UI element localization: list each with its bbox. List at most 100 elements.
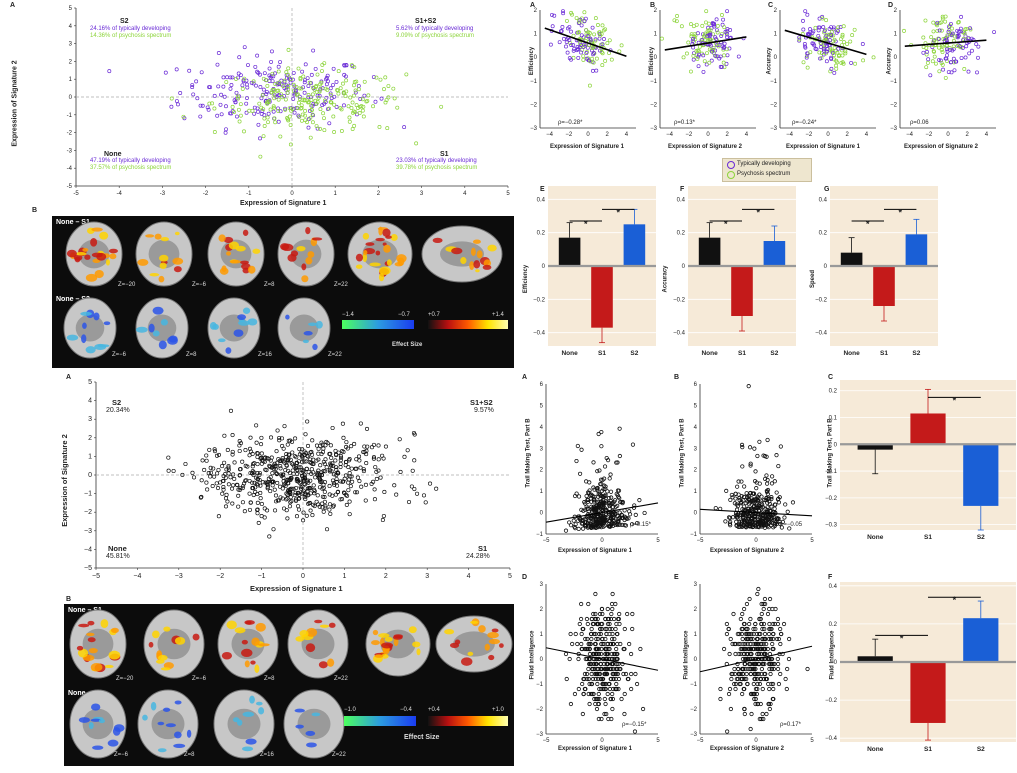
activation-blob — [158, 340, 167, 350]
data-point — [956, 20, 961, 25]
activation-blob — [87, 620, 95, 626]
data-point — [602, 37, 606, 41]
activation-blob — [369, 262, 381, 267]
data-point — [327, 467, 332, 473]
data-point — [335, 471, 340, 476]
data-point — [599, 444, 604, 449]
data-point — [357, 479, 362, 484]
data-point — [610, 706, 615, 712]
data-point — [691, 53, 696, 58]
activation-blob — [301, 275, 309, 283]
activation-blob — [90, 718, 102, 722]
data-point — [764, 510, 769, 515]
data-point — [736, 492, 741, 497]
data-point — [248, 500, 253, 505]
tick-label: 0.4 — [537, 197, 546, 203]
data-point — [305, 443, 311, 449]
brain-inner — [231, 628, 265, 660]
data-point — [781, 621, 787, 627]
data-point — [612, 616, 617, 622]
brain-slice — [287, 609, 349, 679]
data-point — [295, 477, 300, 482]
data-point — [301, 510, 306, 515]
data-point — [609, 601, 615, 607]
data-point — [603, 681, 609, 687]
data-point — [771, 666, 776, 672]
data-point — [296, 507, 302, 512]
ps-point — [404, 72, 409, 77]
data-point — [301, 469, 306, 474]
data-point — [323, 505, 328, 510]
data-point — [331, 480, 336, 486]
ps-point — [299, 105, 304, 110]
data-point — [409, 484, 414, 489]
data-point — [765, 437, 770, 443]
data-point — [610, 696, 616, 702]
bar — [623, 224, 646, 266]
data-point — [753, 646, 759, 652]
ps-point — [303, 113, 307, 118]
data-point — [779, 525, 784, 530]
data-point — [199, 478, 204, 483]
data-point — [688, 69, 693, 74]
positive-colorbar — [428, 716, 508, 726]
activation-blob — [396, 254, 407, 263]
data-point — [598, 631, 604, 637]
data-point — [383, 444, 388, 449]
data-point — [948, 21, 953, 26]
data-point — [240, 500, 245, 505]
data-point — [576, 686, 581, 692]
activation-blob — [315, 320, 323, 329]
data-point — [742, 606, 747, 612]
ps-point — [384, 98, 389, 102]
activation-blob — [314, 619, 323, 624]
data-point — [614, 681, 619, 687]
ps-point — [302, 98, 307, 103]
data-point — [591, 507, 596, 512]
data-point — [372, 497, 377, 502]
data-point — [608, 641, 613, 647]
data-point — [831, 25, 836, 30]
data-point — [609, 511, 614, 516]
brain-inner — [227, 708, 261, 740]
data-point — [579, 507, 584, 512]
data-point — [330, 478, 336, 483]
data-point — [607, 519, 612, 524]
data-point — [738, 616, 743, 622]
data-point — [711, 48, 716, 53]
tick-label: 3 — [540, 582, 544, 588]
data-point — [748, 636, 754, 642]
brain-slices — [69, 609, 513, 759]
panel-label: E — [540, 186, 545, 193]
data-point — [762, 596, 768, 602]
data-point — [251, 470, 256, 475]
data-point — [609, 495, 614, 500]
activation-blob — [160, 319, 168, 326]
data-point — [311, 483, 316, 488]
tick-label: 0.2 — [829, 389, 838, 395]
data-point — [976, 44, 981, 49]
data-point — [616, 676, 622, 682]
data-point — [591, 485, 596, 490]
data-point — [597, 631, 602, 637]
data-point — [258, 442, 264, 447]
data-point — [199, 494, 204, 499]
data-point — [727, 46, 732, 51]
data-point — [223, 504, 229, 509]
data-point — [697, 52, 701, 57]
data-point — [319, 440, 324, 445]
data-point — [746, 666, 751, 672]
data-point — [328, 443, 333, 448]
data-point — [579, 601, 584, 607]
data-point — [608, 696, 614, 702]
data-point — [749, 646, 754, 652]
data-point — [935, 20, 940, 25]
data-point — [212, 447, 217, 452]
data-point — [584, 493, 589, 499]
data-point — [696, 31, 700, 36]
data-point — [614, 646, 619, 652]
x-axis-label: Expression of Signature 1 — [786, 144, 861, 150]
data-point — [589, 626, 594, 632]
category-label: None — [867, 534, 884, 541]
